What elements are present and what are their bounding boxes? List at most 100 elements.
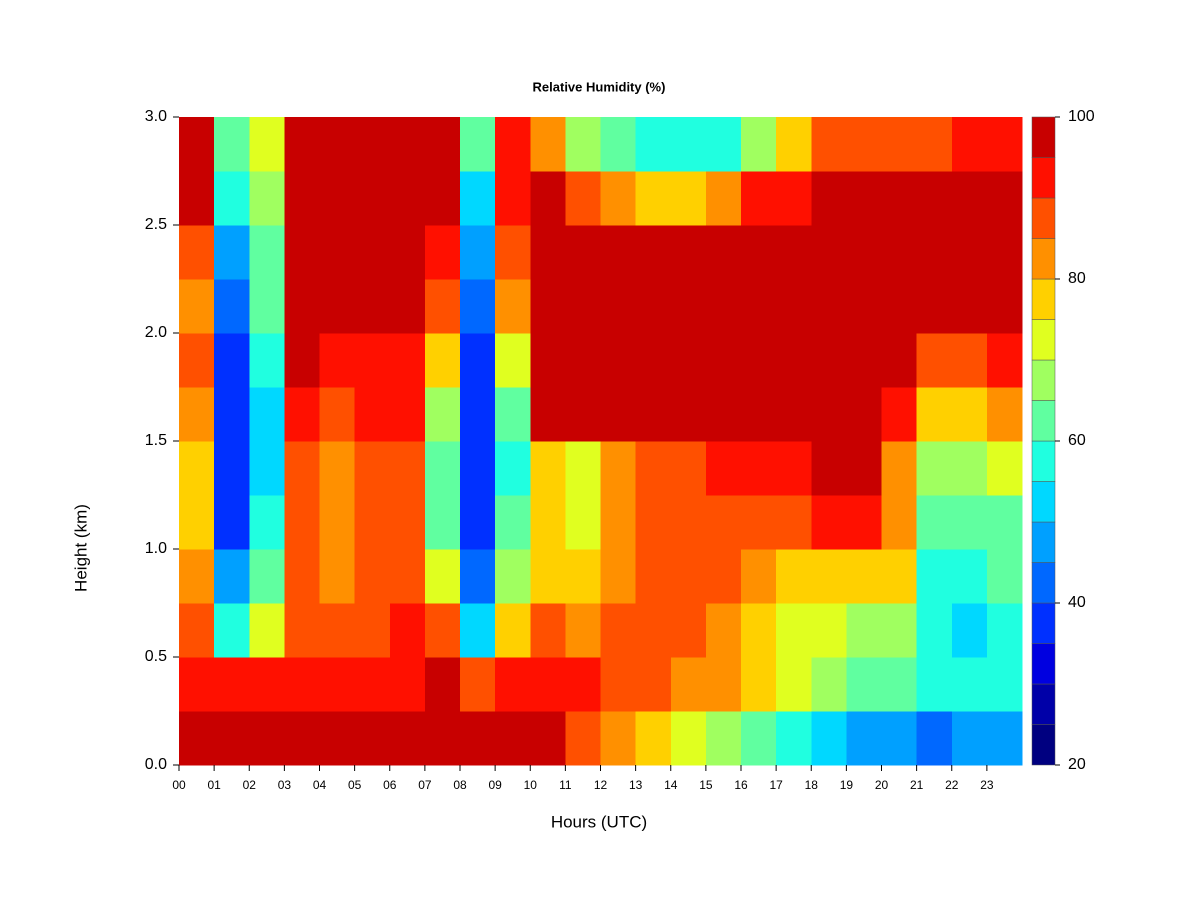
heat-cell xyxy=(635,495,672,550)
heat-cell xyxy=(424,603,461,658)
heat-cell xyxy=(389,711,426,766)
heat-cell xyxy=(986,711,1023,766)
heat-cell xyxy=(635,657,672,712)
heat-cell xyxy=(460,225,496,280)
heat-cell xyxy=(916,171,953,226)
heat-cell xyxy=(881,711,918,766)
heat-cell xyxy=(951,117,988,172)
heat-cell xyxy=(354,495,391,550)
heat-cell xyxy=(670,495,707,550)
heat-cell xyxy=(460,279,496,334)
heat-cell xyxy=(600,711,637,766)
heat-cell xyxy=(881,333,918,388)
heat-cell xyxy=(741,279,777,334)
heat-cell xyxy=(389,387,426,442)
heat-cell xyxy=(846,279,882,334)
heat-cell xyxy=(424,117,461,172)
heat-cell xyxy=(214,279,250,334)
heat-cell xyxy=(916,387,953,442)
heat-cell xyxy=(670,711,707,766)
x-tick-label: 12 xyxy=(594,778,608,792)
x-tick-label: 10 xyxy=(524,778,538,792)
heat-cell xyxy=(951,225,988,280)
heat-cell xyxy=(986,549,1023,604)
heat-cell xyxy=(600,657,637,712)
heat-cell xyxy=(600,603,637,658)
x-tick-label: 08 xyxy=(453,778,467,792)
heat-cell xyxy=(319,387,356,442)
heat-cell xyxy=(249,657,285,712)
heat-cell xyxy=(811,711,847,766)
heat-cell xyxy=(951,279,988,334)
heat-cell xyxy=(811,117,847,172)
heat-cell xyxy=(284,441,320,496)
y-axis-label: Height (km) xyxy=(71,504,90,592)
heat-cell xyxy=(249,603,285,658)
heat-cell xyxy=(951,495,988,550)
heat-cell xyxy=(354,117,391,172)
heat-cell xyxy=(600,441,637,496)
heat-cell xyxy=(179,279,215,334)
heat-cell xyxy=(776,657,812,712)
heat-cell xyxy=(495,117,531,172)
heat-cell xyxy=(495,711,531,766)
heat-cell xyxy=(495,495,531,550)
heat-cell xyxy=(319,495,356,550)
heat-cell xyxy=(460,441,496,496)
heat-cell xyxy=(424,171,461,226)
heat-cell xyxy=(811,387,847,442)
heat-cell xyxy=(846,441,882,496)
heat-cell xyxy=(214,387,250,442)
heat-cell xyxy=(986,441,1023,496)
heat-cell xyxy=(741,171,777,226)
colorbar-patch xyxy=(1031,562,1056,604)
heat-cell xyxy=(495,171,531,226)
heat-cell xyxy=(986,333,1023,388)
heat-cell xyxy=(389,495,426,550)
heat-cell xyxy=(916,603,953,658)
heat-cell xyxy=(354,333,391,388)
heat-cell xyxy=(986,495,1023,550)
heat-cell xyxy=(354,711,391,766)
heat-cell xyxy=(986,171,1023,226)
heat-cell xyxy=(741,333,777,388)
heat-cell xyxy=(705,711,742,766)
heat-cell xyxy=(951,333,988,388)
heat-cell xyxy=(424,279,461,334)
heat-cell xyxy=(249,495,285,550)
heat-cell xyxy=(670,279,707,334)
colorbar-patch xyxy=(1031,359,1056,401)
colorbar-patch xyxy=(1031,602,1056,644)
x-tick-label: 07 xyxy=(418,778,432,792)
x-tick-label: 03 xyxy=(278,778,292,792)
heat-cell xyxy=(776,171,812,226)
heat-cell xyxy=(916,333,953,388)
heat-cell xyxy=(565,495,601,550)
heat-cell xyxy=(460,711,496,766)
heat-cell xyxy=(705,441,742,496)
heat-cell xyxy=(389,333,426,388)
heat-cell xyxy=(951,603,988,658)
heat-cell xyxy=(354,441,391,496)
x-tick-label: 06 xyxy=(383,778,397,792)
heat-cell xyxy=(214,441,250,496)
heat-cell xyxy=(319,711,356,766)
heat-cell xyxy=(179,333,215,388)
heat-cell xyxy=(881,225,918,280)
x-tick-label: 17 xyxy=(769,778,783,792)
heat-cell xyxy=(179,387,215,442)
heat-cell xyxy=(530,495,566,550)
heat-cell xyxy=(600,171,637,226)
heat-cell xyxy=(881,657,918,712)
heat-cell xyxy=(495,549,531,604)
heat-cell xyxy=(986,657,1023,712)
heat-cell xyxy=(565,171,601,226)
heat-cell xyxy=(670,441,707,496)
heat-cell xyxy=(705,117,742,172)
heat-cell xyxy=(460,117,496,172)
heat-cell xyxy=(319,171,356,226)
heat-cell xyxy=(530,225,566,280)
heat-cell xyxy=(460,171,496,226)
heat-cell xyxy=(249,117,285,172)
heat-cell xyxy=(319,441,356,496)
